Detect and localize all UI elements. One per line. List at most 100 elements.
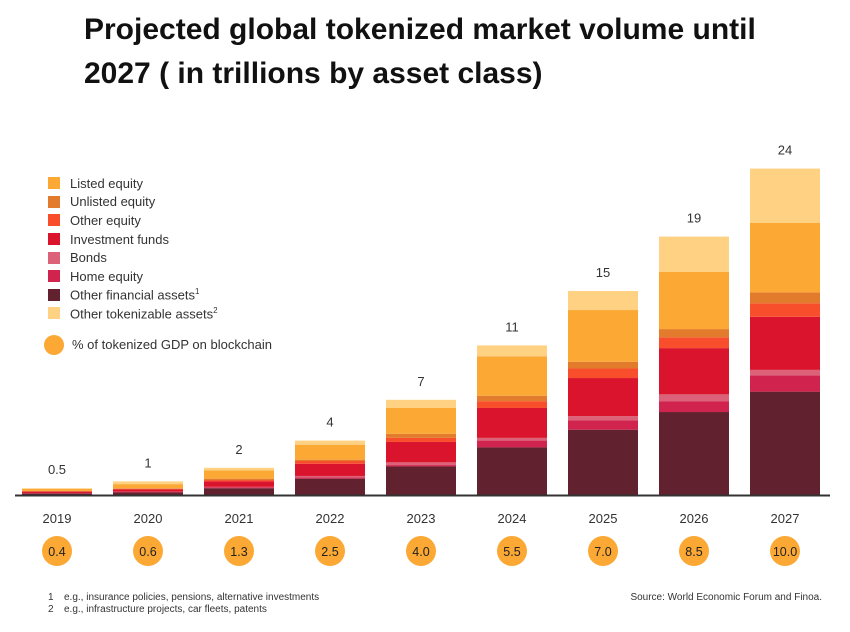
gdp-label: 2.5 xyxy=(321,545,338,559)
x-tick-label: 2025 xyxy=(589,511,618,526)
bar-segment-other-tokenizable-assets xyxy=(204,467,274,471)
bar-segment-unlisted-equity xyxy=(477,395,547,402)
gdp-circle xyxy=(770,536,800,566)
total-label: 0.5 xyxy=(48,462,66,477)
bar-segment-other-tokenizable-assets xyxy=(386,399,456,408)
x-tick-label: 2024 xyxy=(498,511,527,526)
bar-segment-investment-funds xyxy=(568,378,638,417)
x-tick-label: 2020 xyxy=(134,511,163,526)
bar-segment-home-equity xyxy=(477,440,547,448)
bar-segment-investment-funds xyxy=(750,316,820,370)
footnote-text: e.g., insurance policies, pensions, alte… xyxy=(64,592,320,603)
bar-segment-investment-funds xyxy=(22,491,92,493)
bar-segment-unlisted-equity xyxy=(659,329,729,338)
total-label: 11 xyxy=(505,319,519,334)
legend-swatch xyxy=(48,307,60,320)
bar-segment-listed-equity xyxy=(750,223,820,293)
bar-segment-other-financial-assets xyxy=(386,466,456,495)
legend-swatch xyxy=(48,233,60,246)
gdp-label: 7.0 xyxy=(594,545,611,559)
bar-segment-other-tokenizable-assets xyxy=(750,168,820,223)
bar-segment-other-equity xyxy=(477,401,547,408)
legend-item: Other tokenizable assets2 xyxy=(48,304,272,323)
bar-segment-other-financial-assets xyxy=(659,412,729,495)
bar-segment-listed-equity xyxy=(386,407,456,434)
total-label: 7 xyxy=(417,374,424,389)
source-note: Source: World Economic Forum and Finoa. xyxy=(630,592,822,603)
total-label: 15 xyxy=(596,265,610,280)
bar-segment-unlisted-equity xyxy=(750,292,820,304)
gdp-label: 8.5 xyxy=(685,545,702,559)
x-tick-label: 2019 xyxy=(43,511,72,526)
footnotes: 1 e.g., insurance policies, pensions, alt… xyxy=(48,592,319,616)
bar-segment-bonds xyxy=(477,437,547,441)
bar-segment-other-tokenizable-assets xyxy=(659,236,729,272)
bar-segment-other-financial-assets xyxy=(750,391,820,495)
legend-label: Bonds xyxy=(70,250,107,266)
bar-segment-home-equity xyxy=(386,465,456,467)
bar-segment-listed-equity xyxy=(22,488,92,491)
bar-segment-other-tokenizable-assets xyxy=(568,291,638,311)
bar-segment-home-equity xyxy=(568,420,638,430)
legend-gdp: % of tokenized GDP on blockchain xyxy=(44,334,272,355)
gdp-label: 4.0 xyxy=(412,545,429,559)
bar-segment-investment-funds xyxy=(477,407,547,438)
gdp-label: 0.6 xyxy=(139,545,156,559)
bar-segment-other-tokenizable-assets xyxy=(113,481,183,485)
bar-segment-other-financial-assets xyxy=(568,429,638,495)
bar-segment-bonds xyxy=(659,394,729,402)
bar-segment-other-equity xyxy=(386,437,456,442)
bar-segment-home-equity xyxy=(295,477,365,479)
legend-item: Home equity xyxy=(48,267,272,286)
legend-label: Other tokenizable assets2 xyxy=(70,305,218,322)
legend-gdp-label: % of tokenized GDP on blockchain xyxy=(72,337,272,353)
legend-label: Investment funds xyxy=(70,231,169,247)
bar-segment-other-financial-assets xyxy=(113,492,183,495)
legend-swatch xyxy=(48,288,60,301)
total-label: 4 xyxy=(326,415,333,430)
bar-segment-other-financial-assets xyxy=(204,488,274,495)
legend-label: Unlisted equity xyxy=(70,194,156,210)
bar-segment-other-equity xyxy=(204,480,274,482)
bar-segment-bonds xyxy=(386,462,456,466)
chart-title: Projected global tokenized market volume… xyxy=(84,13,756,90)
gdp-label: 5.5 xyxy=(503,545,520,559)
x-tick-label: 2026 xyxy=(680,511,709,526)
x-tick-label: 2021 xyxy=(225,511,254,526)
bar-segment-bonds xyxy=(113,491,183,493)
legend-label: Listed equity xyxy=(70,175,143,191)
bar-segment-other-equity xyxy=(295,461,365,464)
bar-segment-home-equity xyxy=(113,491,183,493)
legend-item: Other equity xyxy=(48,211,272,230)
gdp-circle xyxy=(588,536,618,566)
bar-segment-other-tokenizable-assets xyxy=(477,345,547,357)
bar-segment-other-equity xyxy=(659,337,729,349)
bar-segment-investment-funds xyxy=(113,489,183,492)
legend-item: Listed equity xyxy=(48,174,272,193)
gdp-circle xyxy=(406,536,436,566)
bar-segment-unlisted-equity xyxy=(295,459,365,461)
x-tick-label: 2022 xyxy=(316,511,345,526)
bar-segment-home-equity xyxy=(659,401,729,413)
bar-segment-investment-funds xyxy=(386,441,456,463)
bar-segment-other-tokenizable-assets xyxy=(22,488,92,489)
legend-swatch xyxy=(48,251,60,264)
legend-label: Home equity xyxy=(70,268,143,284)
legend-label: Other financial assets1 xyxy=(70,287,200,303)
bar-segment-home-equity xyxy=(204,487,274,489)
gdp-circle xyxy=(315,536,345,566)
gdp-label: 1.3 xyxy=(230,545,247,559)
total-label: 19 xyxy=(687,211,701,226)
legend-label: Other equity xyxy=(70,212,141,228)
x-tick-label: 2023 xyxy=(407,511,436,526)
bar-segment-unlisted-equity xyxy=(22,490,92,492)
gdp-circle xyxy=(497,536,527,566)
gdp-label: 0.4 xyxy=(48,545,65,559)
bar-segment-other-financial-assets xyxy=(477,447,547,495)
bar-segment-unlisted-equity xyxy=(568,361,638,369)
bar-segment-listed-equity xyxy=(204,470,274,479)
bar-segment-listed-equity xyxy=(113,484,183,489)
total-label: 24 xyxy=(778,143,792,158)
gdp-label: 10.0 xyxy=(773,545,797,559)
